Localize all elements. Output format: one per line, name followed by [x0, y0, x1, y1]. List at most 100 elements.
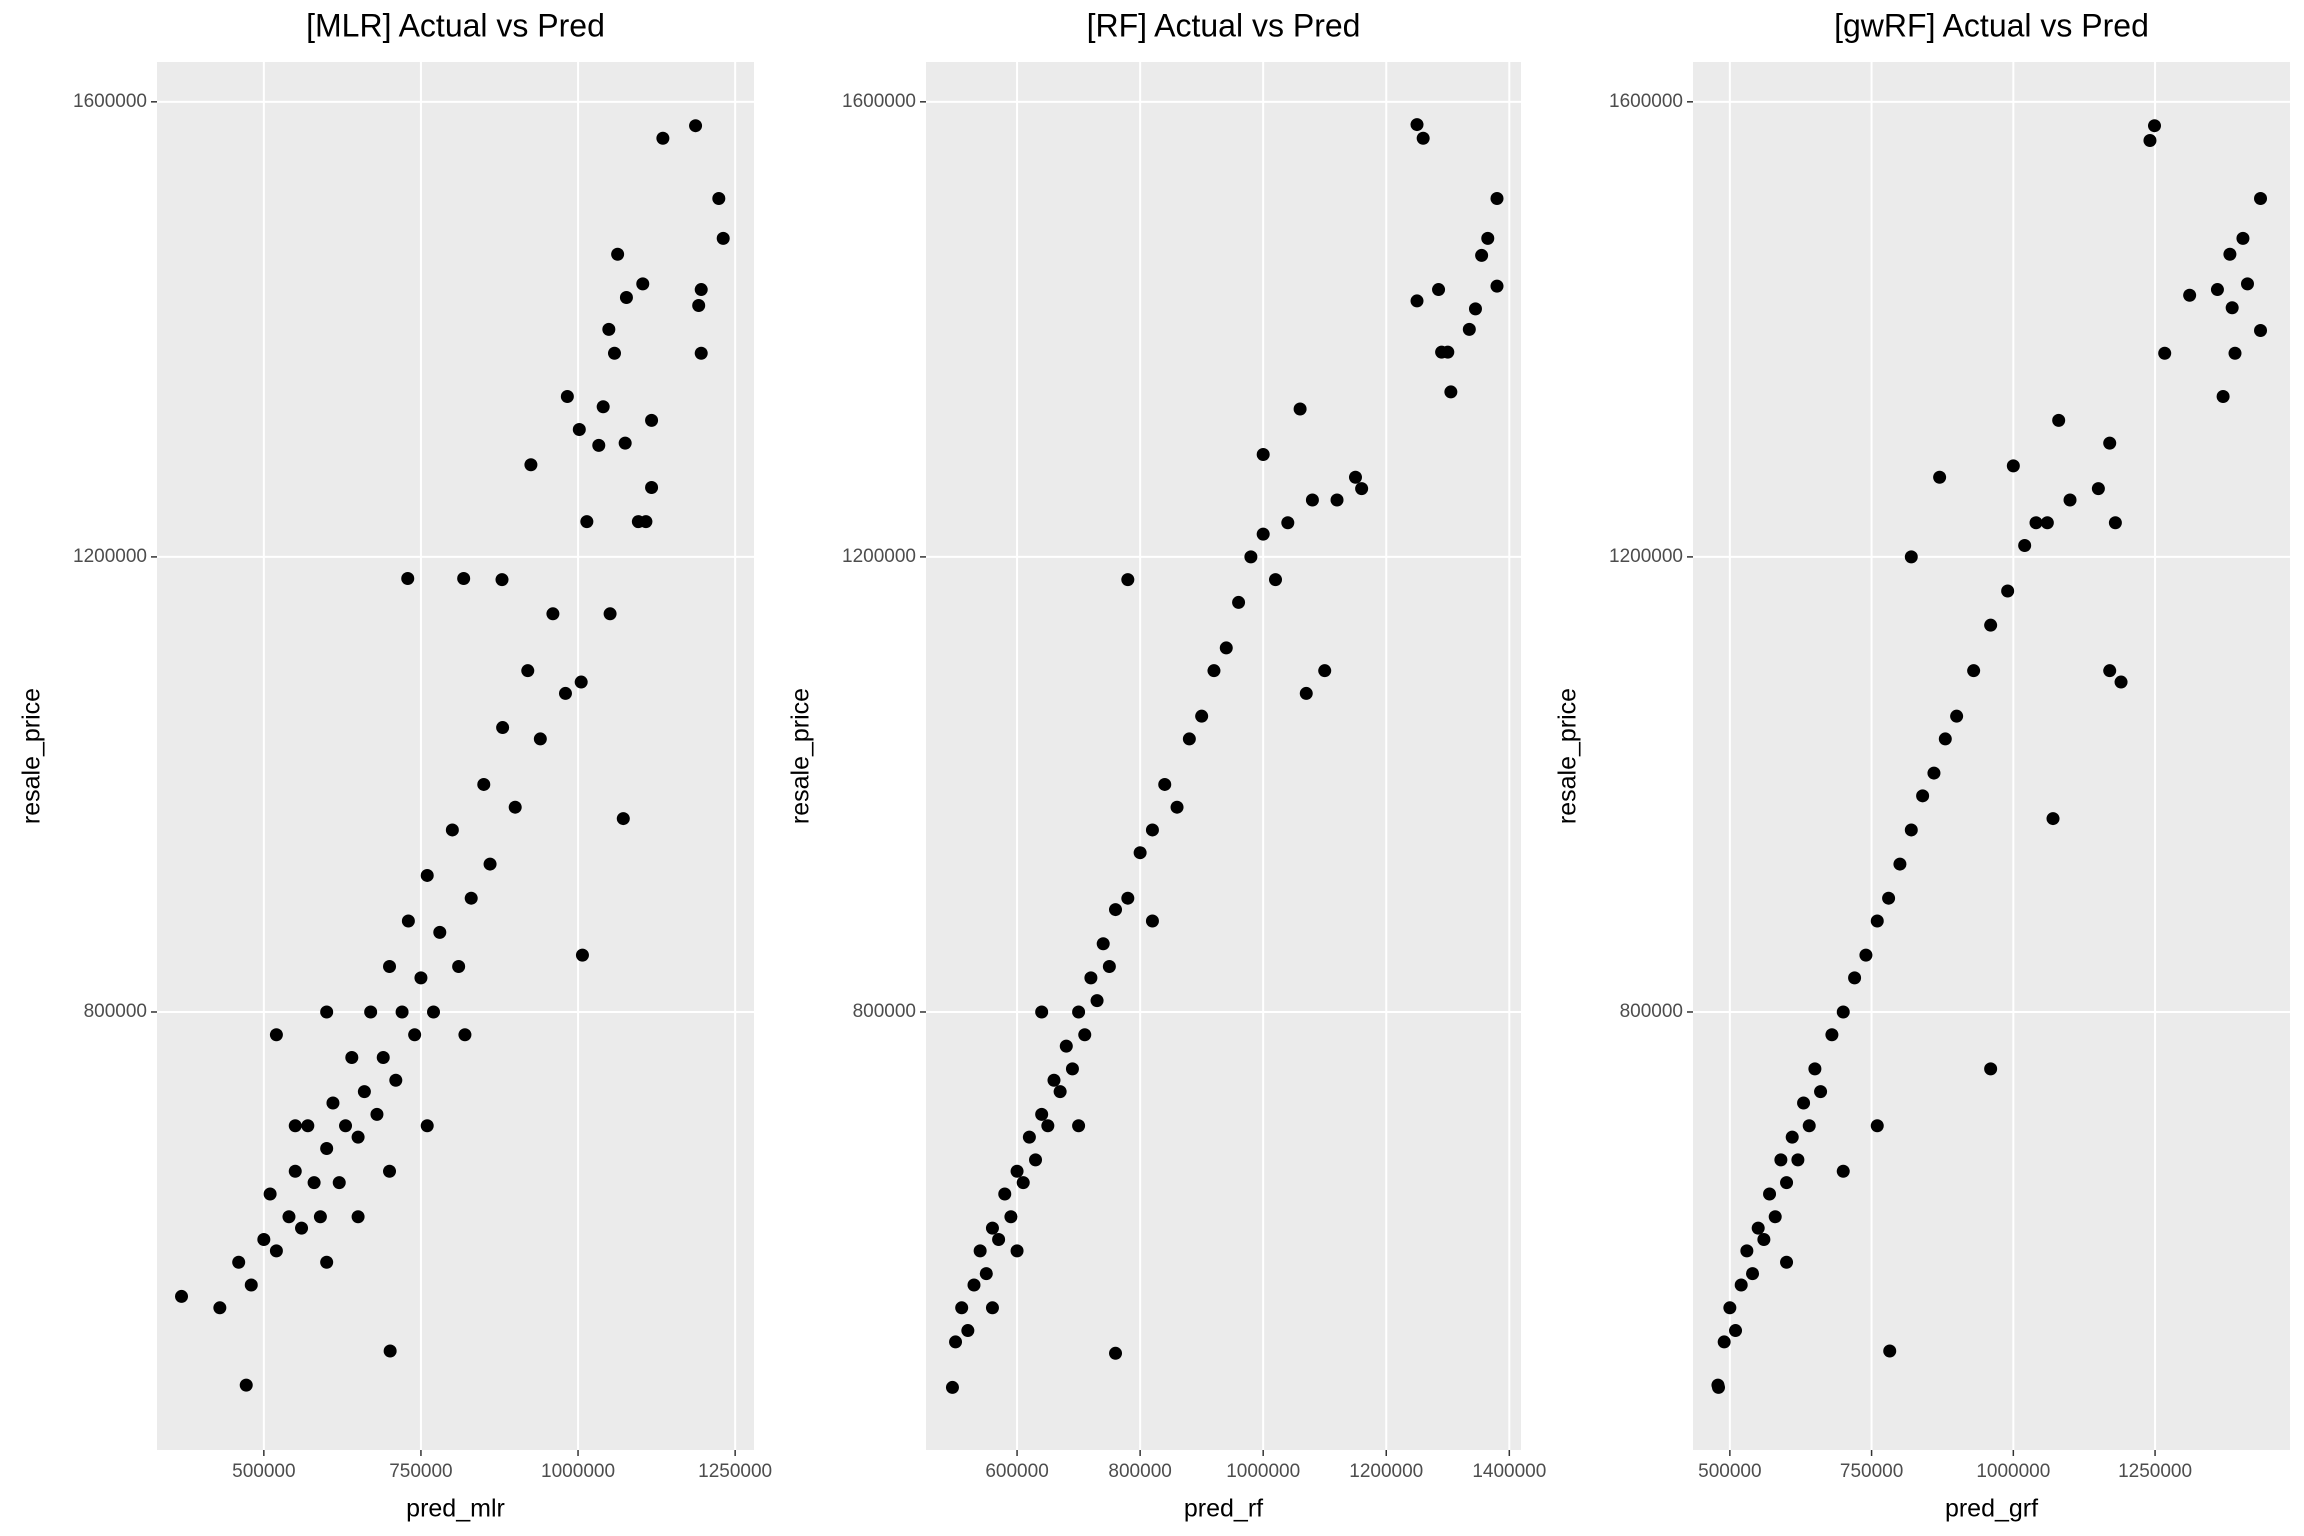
point — [1219, 641, 1233, 655]
point — [1355, 482, 1369, 496]
point — [1825, 1028, 1839, 1042]
point — [1256, 527, 1270, 541]
point — [596, 400, 610, 414]
point — [1785, 1130, 1799, 1144]
point — [1950, 709, 1964, 723]
point — [1883, 1344, 1897, 1358]
point — [320, 1255, 334, 1269]
point — [301, 1119, 315, 1133]
point — [1010, 1244, 1024, 1258]
point — [1022, 1130, 1036, 1144]
point — [572, 422, 586, 436]
point — [1109, 903, 1123, 917]
point — [1984, 1062, 1998, 1076]
point — [2040, 516, 2054, 530]
point — [269, 1244, 283, 1258]
point — [1808, 1062, 1822, 1076]
y-tick-label: 1200000 — [1609, 546, 1683, 567]
x-tick-label: 600000 — [985, 1461, 1048, 1482]
point — [1096, 937, 1110, 951]
y-tick-label: 800000 — [1620, 1001, 1683, 1022]
point — [1802, 1119, 1816, 1133]
point — [1435, 345, 1449, 359]
point — [694, 346, 708, 360]
point — [618, 436, 632, 450]
point — [1870, 1119, 1884, 1133]
point — [1084, 971, 1098, 985]
point — [383, 959, 397, 973]
point — [1904, 550, 1918, 564]
x-tick-label: 1250000 — [2118, 1461, 2192, 1482]
point — [420, 1119, 434, 1133]
point — [1109, 1346, 1123, 1360]
point — [2210, 283, 2224, 297]
point — [533, 732, 547, 746]
point — [288, 1164, 302, 1178]
point — [712, 192, 726, 206]
point — [2063, 493, 2077, 507]
point — [1072, 1005, 1086, 1019]
point — [263, 1187, 277, 1201]
point — [1723, 1301, 1737, 1315]
point — [1490, 279, 1504, 293]
point — [2006, 459, 2020, 473]
point — [1035, 1107, 1049, 1121]
point — [244, 1278, 258, 1292]
point — [389, 1073, 403, 1087]
point — [1053, 1085, 1067, 1099]
point — [2254, 192, 2268, 206]
point — [477, 777, 491, 791]
point — [496, 721, 510, 735]
point — [1121, 891, 1135, 905]
point — [1848, 971, 1862, 985]
point — [1004, 1210, 1018, 1224]
point — [401, 572, 415, 586]
point — [1348, 470, 1362, 484]
y-tick-label: 800000 — [84, 1001, 147, 1022]
point — [376, 1050, 390, 1064]
plot-background — [1693, 62, 2290, 1450]
chart-title: [MLR] Actual vs Pred — [306, 7, 605, 43]
point — [458, 1028, 472, 1042]
point — [2114, 675, 2128, 689]
point — [269, 1028, 283, 1042]
point — [395, 1005, 409, 1019]
point — [1145, 823, 1159, 837]
point — [1797, 1096, 1811, 1110]
point — [1763, 1187, 1777, 1201]
point — [232, 1255, 246, 1269]
point — [961, 1324, 975, 1338]
x-tick-label: 1000000 — [1976, 1461, 2050, 1482]
point — [445, 823, 459, 837]
point — [2183, 288, 2197, 302]
point — [1047, 1073, 1061, 1087]
point — [1740, 1244, 1754, 1258]
point — [992, 1233, 1006, 1247]
x-tick-label: 800000 — [1108, 1461, 1171, 1482]
point — [326, 1096, 340, 1110]
point — [2103, 664, 2117, 678]
point — [1410, 294, 1424, 308]
point — [1072, 1119, 1086, 1133]
point — [1232, 595, 1246, 609]
point — [636, 277, 650, 291]
point — [1078, 1028, 1092, 1042]
point — [2143, 134, 2157, 148]
point — [1734, 1278, 1748, 1292]
point — [616, 812, 630, 826]
point — [689, 119, 703, 133]
point — [2228, 346, 2242, 360]
x-tick-label: 1000000 — [1226, 1461, 1300, 1482]
plot-background — [926, 62, 1521, 1450]
point — [524, 458, 538, 472]
point — [1967, 664, 1981, 678]
point — [1195, 709, 1209, 723]
point — [239, 1378, 253, 1392]
point — [1859, 948, 1873, 962]
point — [1158, 777, 1172, 791]
point — [1933, 470, 1947, 484]
point — [1904, 823, 1918, 837]
point — [1729, 1324, 1743, 1338]
point — [383, 1164, 397, 1178]
